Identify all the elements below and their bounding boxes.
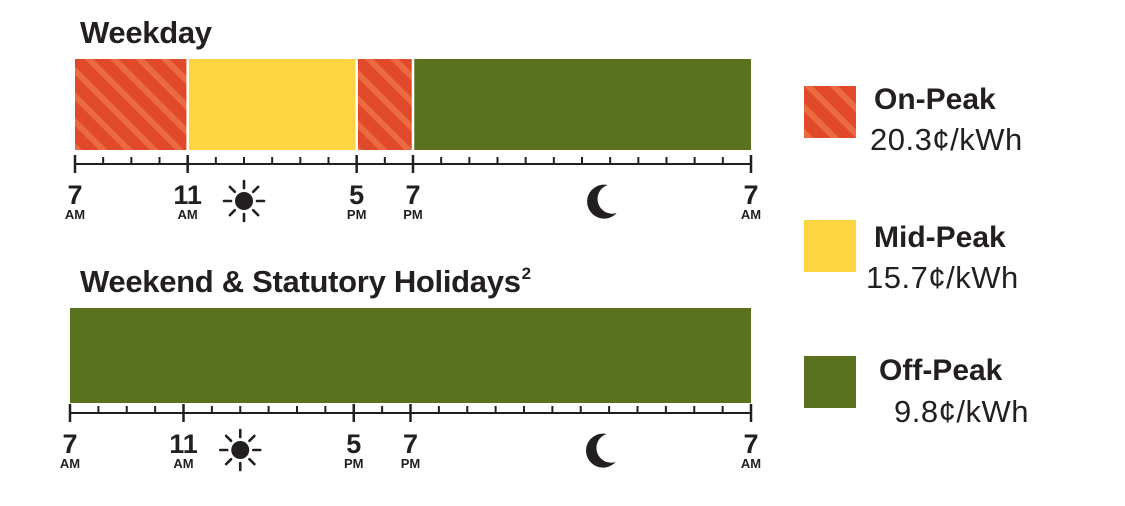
tick-label-ampm: AM [60,456,80,471]
tick-label-ampm: AM [178,207,198,222]
sun-icon [218,428,262,472]
tick-label-ampm: PM [347,207,367,222]
weekend-title-footnote: 2 [521,264,531,283]
segment-on-peak [356,59,413,150]
tick-label-ampm: PM [403,207,423,222]
segment-off-peak [70,308,751,403]
on-peak-swatch [804,86,856,138]
tick-label-ampm: PM [344,456,364,471]
tick-label-hour: 7 [403,429,418,459]
tick-label-ampm: AM [741,456,761,471]
tick-label-hour: 7 [67,180,82,210]
tick-label-hour: 7 [743,180,758,210]
tick-label-hour: 5 [346,429,361,459]
moon-icon [585,433,616,468]
weekend-title-text: Weekend & Statutory Holidays [80,264,521,299]
tick-label-hour: 11 [169,429,198,459]
weekday-title: Weekday [80,16,213,48]
on-peak-label: On-Peak [874,83,996,116]
weekday-title-text: Weekday [80,15,212,50]
off-peak-swatch [804,356,856,408]
mid-peak-price: 15.7¢/kWh [866,260,1019,295]
on-peak-price: 20.3¢/kWh [870,122,1023,157]
off-peak-label: Off-Peak [879,354,1003,387]
tick-label-hour: 7 [743,429,758,459]
tick-label-ampm: AM [173,456,193,471]
tick-label-hour: 7 [62,429,77,459]
mid-peak-label: Mid-Peak [874,221,1006,254]
tick-label-ampm: AM [65,207,85,222]
tick-label-hour: 11 [173,180,202,210]
weekend-holidays-title: Weekend & Statutory Holidays2 [80,265,531,297]
tick-label-hour: 5 [349,180,364,210]
mid-peak-swatch [804,220,856,272]
sun-icon [222,179,266,223]
off-peak-price: 9.8¢/kWh [894,394,1029,429]
segment-mid-peak [187,59,357,150]
tick-label-ampm: PM [401,456,421,471]
segment-off-peak [413,59,751,150]
tick-label-ampm: AM [741,207,761,222]
moon-icon [587,184,617,219]
tick-label-hour: 7 [405,180,420,210]
segment-on-peak [75,59,188,150]
